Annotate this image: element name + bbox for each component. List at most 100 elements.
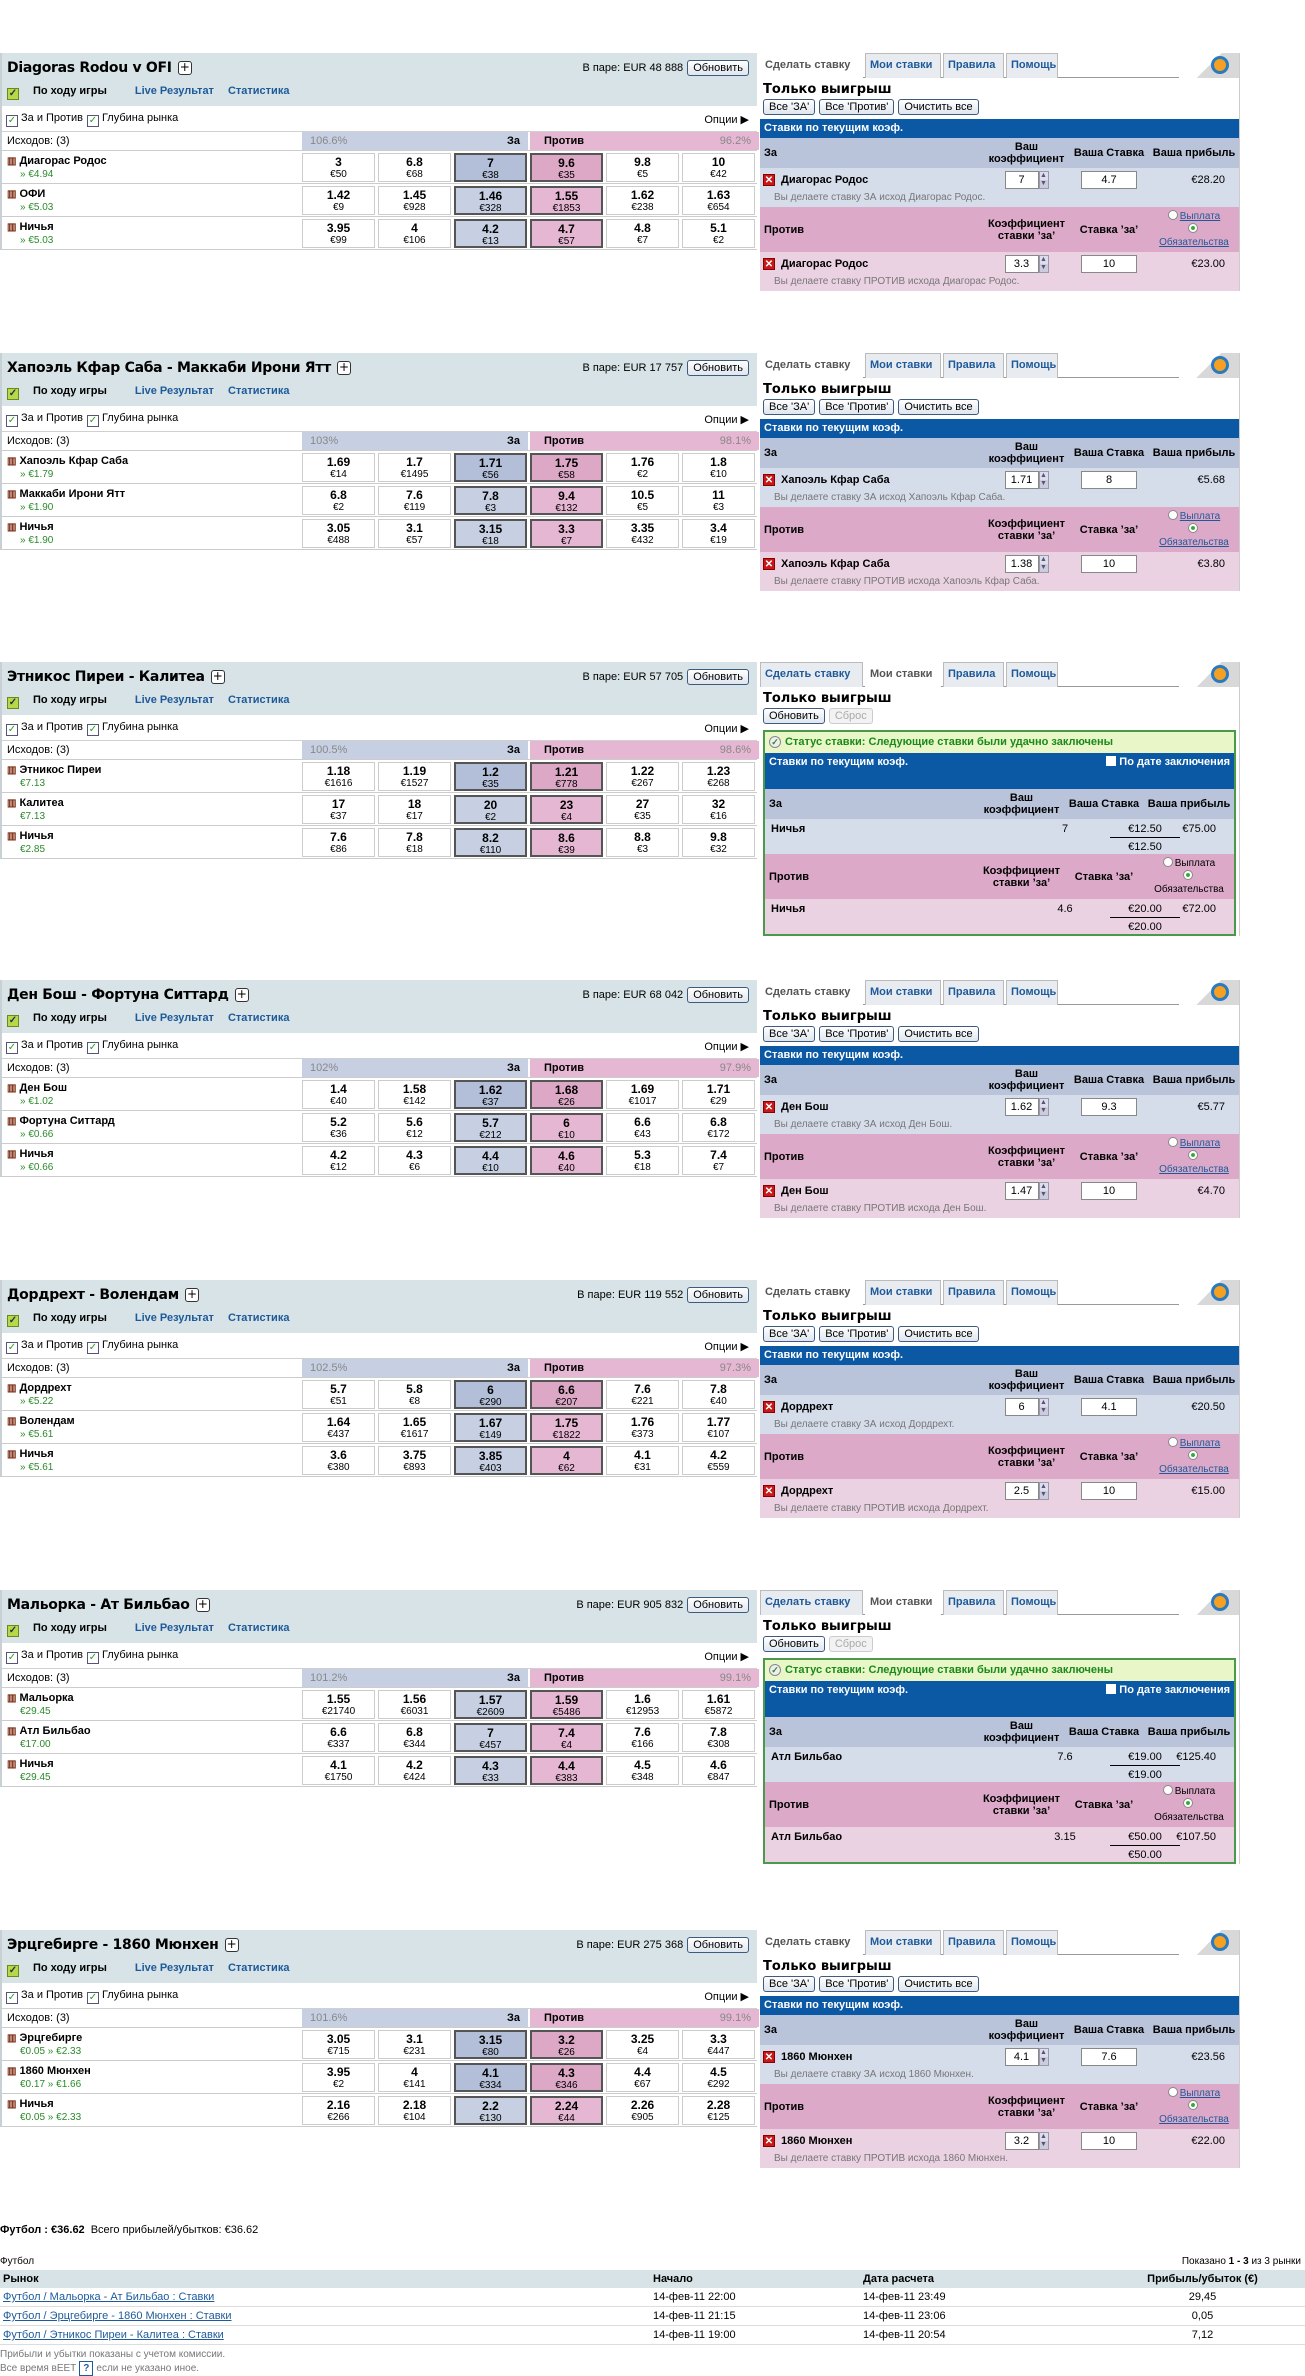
odds-stepper[interactable]: ▲ ▼	[1038, 1182, 1049, 1200]
expand-plus-icon[interactable]: +	[184, 1288, 199, 1302]
market-link[interactable]: Футбол / Мальорка - Ат Бильбао : Ставки	[3, 2291, 215, 2303]
back-price-cell[interactable]: 7.8 €3	[454, 486, 527, 515]
liability-label[interactable]: Обязательства	[1159, 237, 1229, 248]
statistics-link[interactable]: Статистика	[227, 1012, 290, 1024]
runner-name[interactable]: ▥ Ничья	[7, 1448, 54, 1460]
refresh-button[interactable]: Обновить	[687, 60, 749, 76]
refresh-button[interactable]: Обновить	[687, 1937, 749, 1953]
back-lay-checkbox[interactable]: ✓	[6, 1992, 18, 2004]
chart-icon[interactable]: ▥	[7, 1449, 17, 1460]
odds-stepper[interactable]: ▲ ▼	[1038, 471, 1049, 489]
runner-name[interactable]: ▥ 1860 Мюнхен	[7, 2065, 91, 2077]
back-price-cell[interactable]: 1.71 €56	[454, 453, 527, 482]
liability-option[interactable]: Обязательства	[1149, 2100, 1239, 2126]
lay-price-cell[interactable]: 4.5 €348	[606, 1756, 679, 1785]
tab-rules[interactable]: Правила	[943, 1930, 1004, 1955]
lay-price-cell[interactable]: 1.69 €1017	[606, 1080, 679, 1109]
back-price-cell[interactable]: 7.6 €86	[302, 828, 375, 857]
lay-price-cell[interactable]: 5.3 €18	[606, 1146, 679, 1175]
lay-price-cell[interactable]: 4.6 €847	[682, 1756, 755, 1785]
refresh-logo-icon[interactable]	[1179, 1590, 1239, 1615]
lay-price-cell[interactable]: 10 €42	[682, 153, 755, 182]
liability-label[interactable]: Обязательства	[1154, 884, 1224, 895]
odds-stepper[interactable]: ▲ ▼	[1038, 1398, 1049, 1416]
remove-bet-icon[interactable]: ✕	[763, 174, 775, 186]
live-result-link[interactable]: Live Результат	[134, 1312, 214, 1324]
back-price-cell[interactable]: 1.42 €9	[302, 186, 375, 215]
lay-price-cell[interactable]: 1.21 €778	[530, 762, 603, 791]
back-price-cell[interactable]: 1.4 €40	[302, 1080, 375, 1109]
tab-my-bets[interactable]: Мои ставки	[865, 662, 941, 687]
back-price-cell[interactable]: 3.95 €2	[302, 2063, 375, 2092]
back-price-cell[interactable]: 1.58 €142	[378, 1080, 451, 1109]
chart-icon[interactable]: ▥	[7, 1383, 17, 1394]
runner-name[interactable]: ▥ Эрцгебирге	[7, 2032, 82, 2044]
live-result-link[interactable]: Live Результат	[134, 1012, 214, 1024]
back-price-cell[interactable]: 5.7 €212	[454, 1113, 527, 1142]
back-lay-checkbox[interactable]: ✓	[6, 724, 18, 736]
runner-name[interactable]: ▥ Ничья	[7, 2098, 54, 2110]
back-price-cell[interactable]: 1.19 €1527	[378, 762, 451, 791]
tab-rules[interactable]: Правила	[943, 353, 1004, 378]
runner-name[interactable]: ▥ Фортуна Ситтард	[7, 1115, 115, 1127]
odds-input[interactable]: 3.3	[1004, 255, 1039, 273]
lay-price-cell[interactable]: 8.8 €3	[606, 828, 679, 857]
tab-help[interactable]: Помощь	[1006, 1590, 1058, 1615]
all-back-button[interactable]: Все 'ЗА'	[763, 99, 816, 115]
back-price-cell[interactable]: 6 €290	[454, 1380, 527, 1409]
tab-rules[interactable]: Правила	[943, 1280, 1004, 1305]
lay-price-cell[interactable]: 6.8 €172	[682, 1113, 755, 1142]
back-price-cell[interactable]: 5.8 €8	[378, 1380, 451, 1409]
liability-radio[interactable]	[1188, 523, 1198, 533]
lay-price-cell[interactable]: 3.4 €19	[682, 519, 755, 548]
lay-price-cell[interactable]: 1.76 €373	[606, 1413, 679, 1442]
liability-radio[interactable]	[1188, 1150, 1198, 1160]
lay-price-cell[interactable]: 9.8 €5	[606, 153, 679, 182]
checkbox-icon[interactable]	[1106, 1684, 1117, 1694]
back-price-cell[interactable]: 4.3 €6	[378, 1146, 451, 1175]
runner-name[interactable]: ▥ Ничья	[7, 521, 54, 533]
lay-price-cell[interactable]: 9.6 €35	[530, 153, 603, 182]
liability-option[interactable]: Обязательства	[1149, 523, 1239, 549]
refresh-bets-button[interactable]: Обновить	[763, 1636, 825, 1652]
back-price-cell[interactable]: 3.05 €715	[302, 2030, 375, 2059]
remove-bet-icon[interactable]: ✕	[763, 558, 775, 570]
clear-all-button[interactable]: Очистить все	[898, 1976, 979, 1992]
tab-help[interactable]: Помощь	[1006, 353, 1058, 378]
payout-label[interactable]: Выплата	[1179, 1138, 1221, 1149]
refresh-logo-icon[interactable]	[1179, 1930, 1239, 1955]
remove-bet-icon[interactable]: ✕	[763, 1101, 775, 1113]
all-lay-button[interactable]: Все 'Против'	[819, 1326, 895, 1342]
runner-name[interactable]: ▥ Калитеа	[7, 797, 64, 809]
lay-price-cell[interactable]: 3.2 €26	[530, 2030, 603, 2059]
lay-price-cell[interactable]: 2.24 €44	[530, 2096, 603, 2125]
back-price-cell[interactable]: 2.2 €130	[454, 2096, 527, 2125]
stake-input[interactable]: 10	[1081, 1482, 1137, 1500]
all-back-button[interactable]: Все 'ЗА'	[763, 1976, 816, 1992]
lay-price-cell[interactable]: 7.8 €308	[682, 1723, 755, 1752]
refresh-bets-button[interactable]: Обновить	[763, 708, 825, 724]
payout-option[interactable]: Выплата	[1149, 1437, 1239, 1450]
back-price-cell[interactable]: 3.6 €380	[302, 1446, 375, 1475]
back-price-cell[interactable]: 3.15 €80	[454, 2030, 527, 2059]
runner-name[interactable]: ▥ Ничья	[7, 830, 54, 842]
back-price-cell[interactable]: 7 €457	[454, 1723, 527, 1752]
tab-place-bet[interactable]: Сделать ставку	[760, 1590, 863, 1615]
back-lay-checkbox[interactable]: ✓	[6, 1042, 18, 1054]
back-price-cell[interactable]: 4.3 €33	[454, 1756, 527, 1785]
back-price-cell[interactable]: 1.46 €328	[454, 186, 527, 215]
liability-option[interactable]: Обязательства	[1144, 870, 1234, 896]
back-price-cell[interactable]: 7 €38	[454, 153, 527, 182]
chart-icon[interactable]: ▥	[7, 222, 17, 233]
back-price-cell[interactable]: 3.95 €99	[302, 219, 375, 248]
odds-stepper[interactable]: ▲ ▼	[1038, 255, 1049, 273]
lay-price-cell[interactable]: 9.4 €132	[530, 486, 603, 515]
clear-all-button[interactable]: Очистить все	[898, 1326, 979, 1342]
payout-label[interactable]: Выплата	[1179, 511, 1221, 522]
all-lay-button[interactable]: Все 'Против'	[819, 1976, 895, 1992]
back-price-cell[interactable]: 2.16 €266	[302, 2096, 375, 2125]
refresh-logo-icon[interactable]	[1179, 53, 1239, 78]
market-depth-checkbox[interactable]: ✓	[86, 1042, 99, 1054]
chart-icon[interactable]: ▥	[7, 2099, 17, 2110]
odds-input[interactable]: 1.62	[1004, 1098, 1039, 1116]
